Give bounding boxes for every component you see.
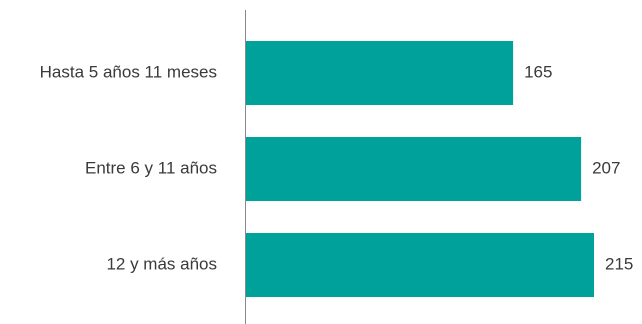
category-label: 12 y más años [106, 254, 217, 273]
bar-1 [246, 41, 514, 105]
bar-2 [246, 137, 582, 201]
value-label: 207 [592, 158, 620, 177]
category-label: Entre 6 y 11 años [85, 158, 217, 177]
bar-3 [246, 233, 594, 297]
value-label: 165 [524, 62, 552, 81]
bars-layer [246, 41, 594, 297]
labels-layer: Hasta 5 años 11 meses 165 Entre 6 y 11 año… [40, 62, 634, 273]
value-label: 215 [605, 254, 633, 273]
category-label: Hasta 5 años 11 meses [40, 62, 217, 81]
